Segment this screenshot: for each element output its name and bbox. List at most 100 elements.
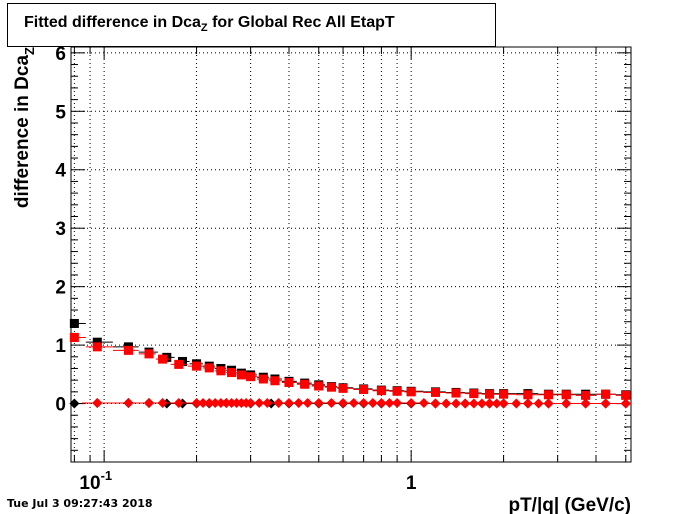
data-point-square bbox=[430, 387, 440, 397]
data-point-diamond bbox=[522, 398, 533, 409]
data-point-diamond bbox=[491, 398, 502, 409]
y-tick-label: 2 bbox=[55, 278, 66, 299]
data-point-diamond bbox=[69, 398, 80, 409]
data-point-diamond bbox=[392, 397, 403, 408]
data-point-square bbox=[451, 388, 461, 398]
data-point-square bbox=[469, 389, 479, 399]
data-point-diamond bbox=[468, 398, 479, 409]
data-point-diamond bbox=[476, 398, 487, 409]
data-point-diamond bbox=[543, 398, 554, 409]
data-point-diamond bbox=[600, 398, 611, 409]
data-point-square bbox=[499, 389, 509, 399]
data-point-square bbox=[561, 390, 571, 400]
data-point-square bbox=[601, 389, 611, 399]
data-point-diamond bbox=[215, 397, 226, 408]
y-tick-label: 6 bbox=[55, 44, 66, 65]
data-point-square bbox=[174, 359, 184, 369]
data-point-diamond bbox=[173, 397, 184, 408]
data-point-diamond bbox=[221, 397, 232, 408]
data-point-square bbox=[144, 349, 154, 359]
title-box: Fitted difference in DcaZ for Global Rec… bbox=[7, 3, 496, 47]
data-point-diamond bbox=[245, 397, 256, 408]
data-point-diamond bbox=[254, 397, 265, 408]
data-point-square bbox=[338, 383, 348, 393]
data-point-diamond bbox=[620, 398, 631, 409]
data-point-diamond bbox=[358, 397, 369, 408]
data-point-diamond bbox=[533, 398, 544, 409]
data-point-square bbox=[314, 381, 324, 391]
series-3 bbox=[81, 397, 631, 409]
data-point-diamond bbox=[460, 398, 471, 409]
data-point-square bbox=[392, 386, 402, 396]
data-point-diamond bbox=[406, 397, 417, 408]
data-point-square bbox=[236, 370, 246, 380]
data-point-square bbox=[216, 366, 226, 376]
grid-layer bbox=[71, 47, 631, 462]
data-point-square bbox=[92, 342, 102, 352]
x-axis-label: pT/|q| (GeV/c) bbox=[508, 495, 631, 514]
data-point-square bbox=[192, 361, 202, 371]
y-tick-label: 5 bbox=[55, 102, 66, 123]
plot-frame bbox=[70, 46, 632, 463]
data-point-diamond bbox=[157, 397, 168, 408]
data-point-diamond bbox=[338, 397, 349, 408]
series-layer bbox=[69, 318, 631, 409]
data-point-square bbox=[300, 379, 310, 389]
y-tick-label: 0 bbox=[55, 395, 66, 416]
data-point-square bbox=[270, 376, 280, 386]
x-tick-label: 10-1 bbox=[79, 468, 112, 494]
data-point-diamond bbox=[441, 398, 452, 409]
data-point-diamond bbox=[262, 397, 273, 408]
data-point-square bbox=[258, 374, 268, 384]
data-point-square bbox=[92, 337, 102, 347]
data-point-square bbox=[621, 390, 631, 400]
data-point-square bbox=[376, 386, 386, 396]
data-point-diamond bbox=[204, 397, 215, 408]
data-point-diamond bbox=[384, 397, 395, 408]
y-tick-label: 4 bbox=[55, 161, 66, 182]
data-point-diamond bbox=[580, 398, 591, 409]
data-point-diamond bbox=[451, 398, 462, 409]
data-point-square bbox=[227, 368, 237, 378]
data-point-square bbox=[69, 333, 79, 342]
data-point-diamond bbox=[191, 397, 202, 408]
data-point-diamond bbox=[418, 397, 429, 408]
chart-title: Fitted difference in DcaZ for Global Rec… bbox=[24, 14, 395, 34]
data-point-diamond bbox=[302, 397, 313, 408]
series-0 bbox=[69, 318, 631, 400]
x-tick-label: 1 bbox=[406, 473, 417, 494]
y-axis-label: difference in DcaZ bbox=[12, 47, 37, 208]
data-point-diamond bbox=[123, 397, 134, 408]
data-point-square bbox=[284, 378, 294, 388]
data-point-square bbox=[523, 390, 533, 400]
data-point-diamond bbox=[293, 397, 304, 408]
data-point-square bbox=[123, 345, 133, 355]
data-point-diamond bbox=[313, 397, 324, 408]
data-point-diamond bbox=[484, 398, 495, 409]
data-point-diamond bbox=[430, 398, 441, 409]
data-point-diamond bbox=[367, 397, 378, 408]
chart-title-suffix: for Global Rec All EtapT bbox=[207, 14, 395, 31]
data-point-square bbox=[581, 390, 591, 400]
y-tick-label: 3 bbox=[55, 219, 66, 240]
data-point-square bbox=[158, 354, 168, 364]
data-point-diamond bbox=[326, 397, 337, 408]
data-point-diamond bbox=[283, 397, 294, 408]
data-point-square bbox=[69, 318, 79, 328]
data-point-square bbox=[359, 385, 369, 395]
data-point-diamond bbox=[210, 397, 221, 408]
data-point-square bbox=[485, 389, 495, 399]
label-layer: 0 1 2 3 4 5 6 10-1 1 pT/|q| (GeV/c) difference in … bbox=[12, 44, 631, 514]
data-point-square bbox=[204, 363, 214, 373]
data-point-diamond bbox=[198, 397, 209, 408]
y-tick-label: 1 bbox=[55, 336, 66, 357]
data-point-diamond bbox=[561, 398, 572, 409]
data-point-square bbox=[543, 390, 553, 400]
data-point-diamond bbox=[376, 397, 387, 408]
data-point-diamond bbox=[273, 397, 284, 408]
data-point-diamond bbox=[226, 397, 237, 408]
data-point-diamond bbox=[511, 398, 522, 409]
chart-title-subscript: Z bbox=[200, 22, 208, 35]
timestamp: Tue Jul 3 09:27:43 2018 bbox=[7, 497, 153, 510]
